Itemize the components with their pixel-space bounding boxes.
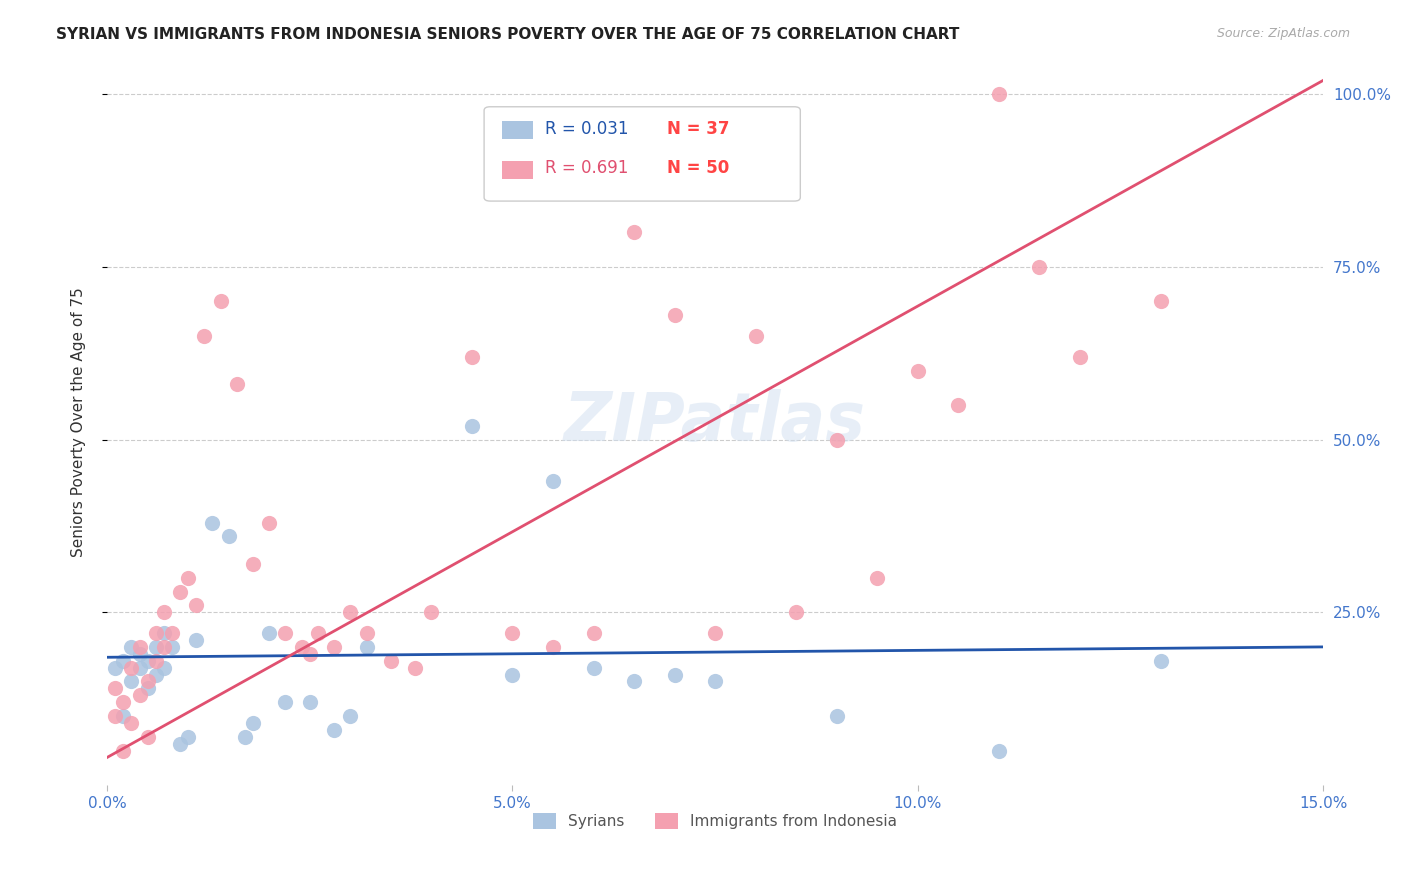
Text: Source: ZipAtlas.com: Source: ZipAtlas.com: [1216, 27, 1350, 40]
Point: [274, 626, 297, 640]
Point: [404, 660, 426, 674]
Point: [582, 660, 605, 674]
Point: [307, 626, 329, 640]
Point: [169, 737, 191, 751]
Point: [153, 605, 176, 619]
Point: [987, 87, 1010, 102]
Point: [145, 640, 167, 654]
Point: [136, 730, 159, 744]
Point: [112, 743, 135, 757]
Point: [291, 640, 314, 654]
Point: [339, 605, 361, 619]
Point: [104, 681, 127, 696]
Point: [948, 398, 970, 412]
FancyBboxPatch shape: [484, 107, 800, 201]
Point: [461, 418, 484, 433]
Point: [128, 640, 150, 654]
Text: N = 50: N = 50: [666, 160, 728, 178]
Point: [104, 709, 127, 723]
Point: [153, 626, 176, 640]
Point: [177, 571, 200, 585]
Point: [866, 571, 889, 585]
Point: [128, 660, 150, 674]
Point: [664, 667, 686, 681]
Point: [323, 723, 346, 737]
Point: [501, 626, 523, 640]
Point: [120, 640, 142, 654]
Point: [987, 743, 1010, 757]
Point: [112, 654, 135, 668]
Point: [177, 730, 200, 744]
Point: [225, 377, 247, 392]
Point: [160, 640, 183, 654]
Point: [136, 654, 159, 668]
Point: [541, 640, 564, 654]
Point: [1028, 260, 1050, 274]
Point: [541, 474, 564, 488]
Point: [120, 660, 142, 674]
Text: N = 37: N = 37: [666, 120, 730, 137]
Point: [339, 709, 361, 723]
Point: [420, 605, 443, 619]
Point: [323, 640, 346, 654]
Point: [153, 640, 176, 654]
Point: [298, 647, 321, 661]
Point: [356, 626, 378, 640]
Point: [907, 363, 929, 377]
Point: [825, 709, 848, 723]
Point: [136, 674, 159, 689]
Text: SYRIAN VS IMMIGRANTS FROM INDONESIA SENIORS POVERTY OVER THE AGE OF 75 CORRELATI: SYRIAN VS IMMIGRANTS FROM INDONESIA SENI…: [56, 27, 960, 42]
Point: [356, 640, 378, 654]
Point: [145, 667, 167, 681]
Point: [128, 688, 150, 702]
Point: [704, 674, 727, 689]
Point: [623, 225, 645, 239]
Point: [582, 626, 605, 640]
Point: [186, 632, 208, 647]
Point: [1150, 654, 1173, 668]
Point: [112, 695, 135, 709]
Point: [242, 715, 264, 730]
Bar: [502, 161, 533, 179]
Point: [145, 654, 167, 668]
Point: [825, 433, 848, 447]
Point: [461, 350, 484, 364]
Point: [120, 715, 142, 730]
Point: [1069, 350, 1091, 364]
Point: [664, 308, 686, 322]
Point: [112, 709, 135, 723]
Point: [298, 695, 321, 709]
Point: [380, 654, 402, 668]
Text: R = 0.031: R = 0.031: [546, 120, 628, 137]
Point: [209, 294, 232, 309]
Point: [218, 529, 240, 543]
Point: [160, 626, 183, 640]
Point: [120, 674, 142, 689]
Point: [501, 667, 523, 681]
Point: [193, 329, 215, 343]
Point: [257, 626, 280, 640]
Point: [704, 626, 727, 640]
Point: [128, 647, 150, 661]
Point: [153, 660, 176, 674]
Point: [186, 599, 208, 613]
Point: [274, 695, 297, 709]
Point: [623, 674, 645, 689]
Point: [744, 329, 766, 343]
Point: [201, 516, 224, 530]
Point: [785, 605, 807, 619]
Point: [242, 557, 264, 571]
Point: [1150, 294, 1173, 309]
Point: [233, 730, 256, 744]
Bar: [502, 121, 533, 139]
Point: [136, 681, 159, 696]
Y-axis label: Seniors Poverty Over the Age of 75: Seniors Poverty Over the Age of 75: [72, 287, 86, 558]
Text: ZIPatlas: ZIPatlas: [564, 389, 866, 455]
Text: R = 0.691: R = 0.691: [546, 160, 628, 178]
Point: [145, 626, 167, 640]
Point: [169, 584, 191, 599]
Point: [104, 660, 127, 674]
Point: [257, 516, 280, 530]
Legend: Syrians, Immigrants from Indonesia: Syrians, Immigrants from Indonesia: [527, 807, 904, 836]
